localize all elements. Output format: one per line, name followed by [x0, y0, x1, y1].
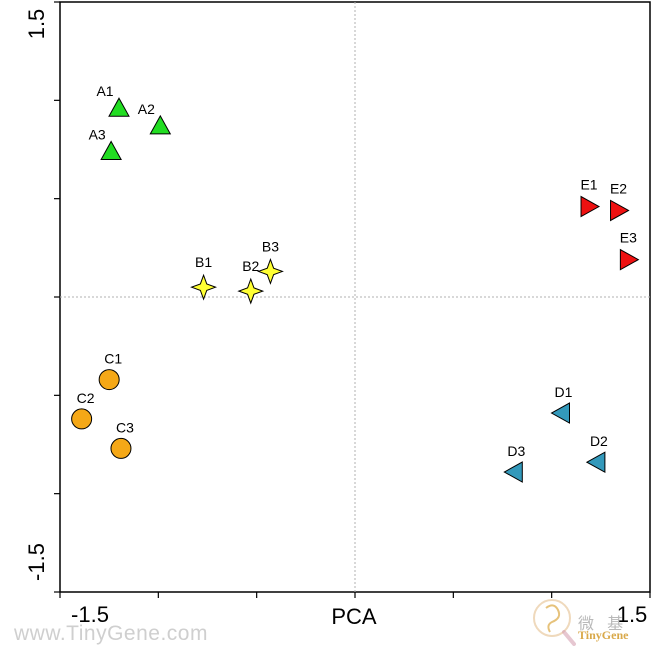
point-c3-marker — [110, 437, 132, 459]
point-b3-marker — [256, 257, 284, 285]
point-label-c3: C3 — [116, 419, 134, 435]
logo-chinese-text: 微 基 — [578, 614, 628, 633]
y-tick-label: -1.5 — [24, 543, 49, 581]
point-d3-marker — [503, 461, 523, 483]
axes: -1.5 1.5 1.5 -1.5 — [24, 1, 651, 627]
point-c2-marker — [71, 408, 93, 430]
point-b2-marker — [237, 277, 265, 305]
x-axis-title: PCA — [331, 604, 377, 629]
point-label-b3: B3 — [262, 238, 279, 254]
point-a1-marker — [108, 97, 130, 117]
x-tick-label: 1.5 — [617, 602, 648, 627]
logo-english-text: TinyGene — [578, 628, 629, 642]
point-b1-marker — [190, 273, 218, 301]
y-tick-label: 1.5 — [24, 9, 49, 40]
point-label-a1: A1 — [96, 83, 113, 99]
point-label-d3: D3 — [507, 443, 525, 459]
data-points — [71, 97, 640, 483]
point-a3-marker — [100, 140, 122, 160]
point-c1-marker — [98, 369, 120, 391]
point-label-e1: E1 — [580, 177, 597, 193]
point-label-c1: C1 — [104, 351, 122, 367]
watermark-url: www.TinyGene.com — [14, 622, 208, 645]
x-tick-label: -1.5 — [71, 602, 109, 627]
point-d1-marker — [550, 402, 570, 424]
point-label-c2: C2 — [77, 390, 95, 406]
tinygene-logo-icon — [533, 599, 576, 646]
point-a2-marker — [149, 114, 172, 135]
point-label-b1: B1 — [195, 254, 212, 270]
point-label-a2: A2 — [138, 101, 155, 117]
point-label-b2: B2 — [242, 258, 259, 274]
point-e3-marker — [619, 248, 640, 271]
reference-lines — [60, 2, 650, 592]
point-label-e2: E2 — [610, 180, 627, 196]
point-label-d2: D2 — [590, 433, 608, 449]
point-e2-marker — [610, 199, 630, 222]
point-d2-marker — [585, 451, 606, 474]
point-label-a3: A3 — [89, 126, 106, 142]
point-e1-marker — [580, 195, 601, 218]
point-label-e3: E3 — [620, 230, 637, 246]
point-label-d1: D1 — [555, 384, 573, 400]
